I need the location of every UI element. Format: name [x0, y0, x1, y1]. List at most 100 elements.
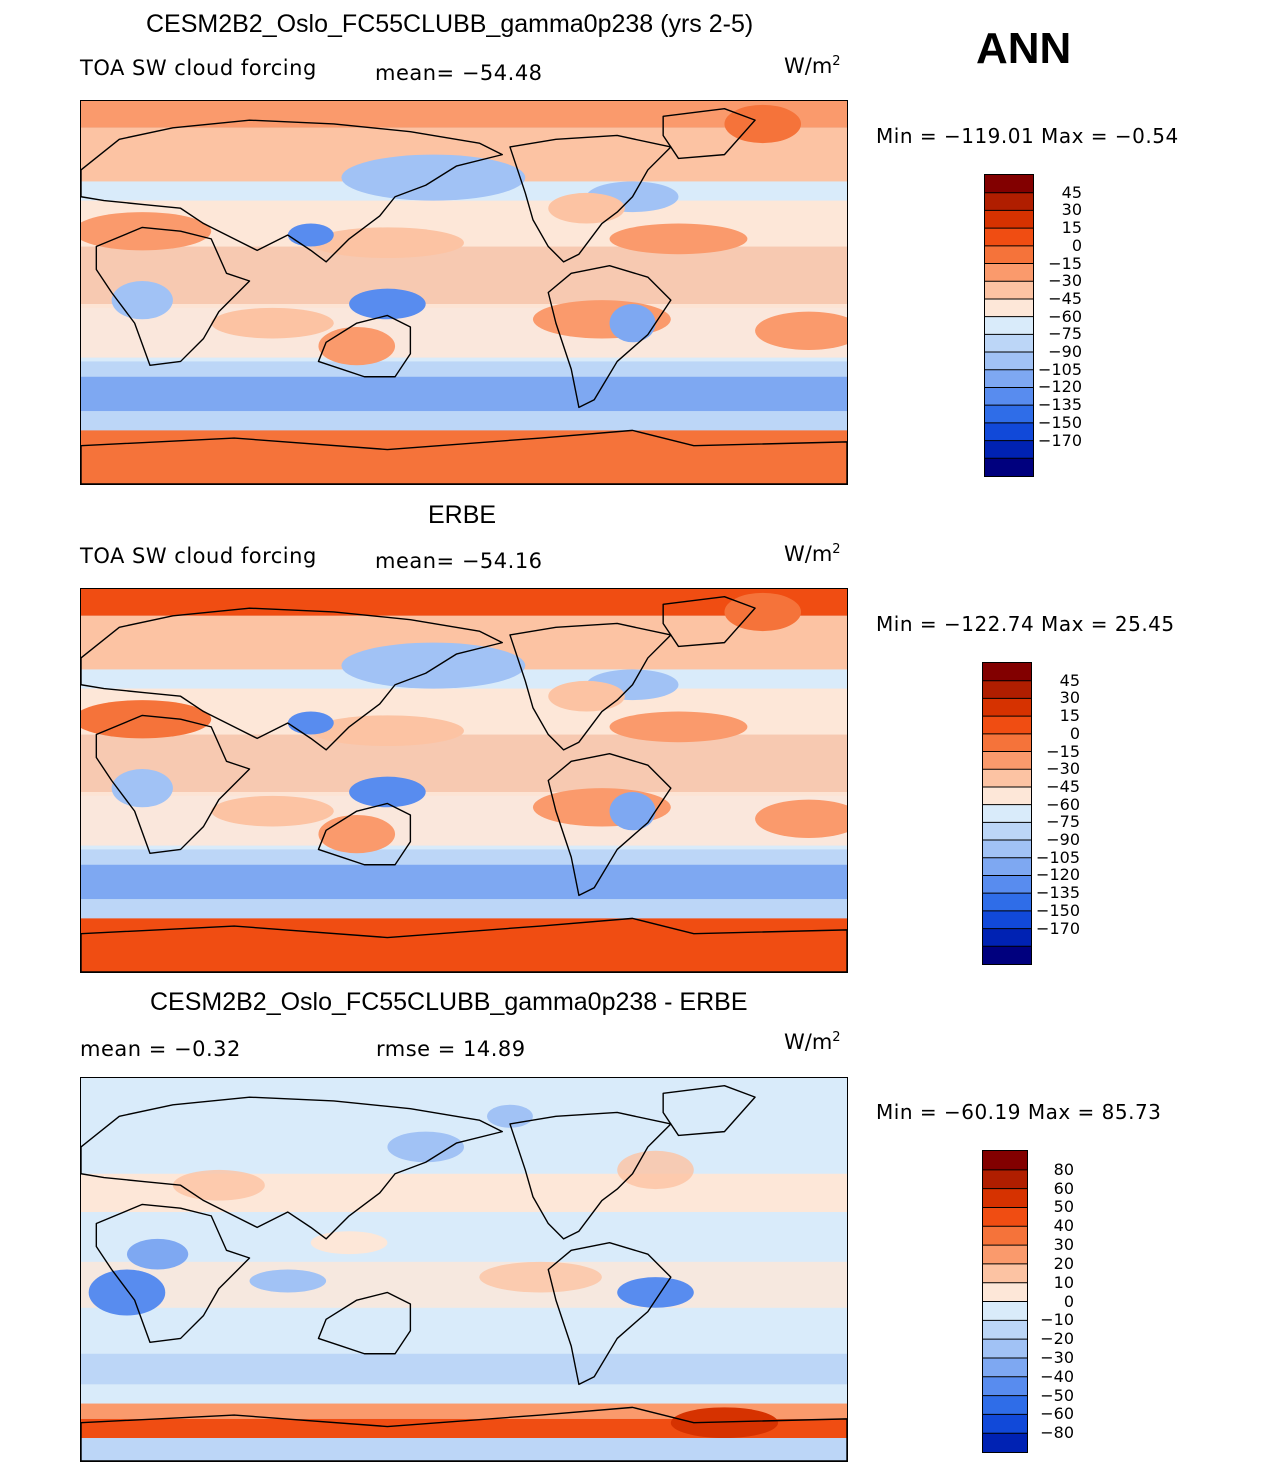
colorbar-tick-label: 30 [1061, 200, 1082, 220]
colorbar-swatch [985, 228, 1033, 247]
colorbar-tick-label: 40 [1053, 1216, 1074, 1236]
colorbar-swatch [985, 422, 1033, 442]
colorbar-swatch [983, 1245, 1027, 1265]
colorbar-swatch [983, 698, 1031, 717]
colorbar-tick-label: 10 [1053, 1272, 1074, 1292]
colorbar-tick-label: −45 [1046, 776, 1080, 796]
coastline-africa [95, 226, 251, 366]
colorbar-tick-label: −105 [1036, 847, 1080, 867]
colorbar-swatch [985, 387, 1033, 406]
colorbar-swatch [983, 910, 1031, 930]
coastline-eurasia [81, 607, 503, 751]
colorbar-tick-label: −150 [1038, 412, 1082, 432]
colorbar-swatch [983, 1433, 1027, 1453]
colorbar-tick-label: −40 [1040, 1366, 1074, 1386]
colorbar-tick-label: −120 [1036, 865, 1080, 885]
coastline-africa [95, 1203, 251, 1343]
colorbar-swatch [983, 1263, 1027, 1284]
colorbar-swatch [985, 458, 1033, 477]
colorbar-tick-label: −30 [1040, 1347, 1074, 1367]
colorbar-tick-label: −120 [1038, 377, 1082, 397]
colorbar-tick-label: −60 [1048, 306, 1082, 326]
colorbar-swatch [985, 316, 1033, 335]
colorbar-swatch [985, 334, 1033, 353]
mean-label: mean= −54.48 [375, 61, 543, 85]
colorbar-swatch [983, 1226, 1027, 1246]
coastline-australia [317, 1291, 412, 1355]
coastline-namerica [509, 622, 672, 751]
colorbar-swatch [983, 716, 1031, 735]
colorbar-swatch [985, 298, 1033, 318]
colorbar-swatch [983, 946, 1031, 965]
colorbar-swatch [983, 1414, 1027, 1434]
colorbar-swatch [985, 281, 1033, 300]
colorbar-swatch [983, 786, 1031, 806]
units-label: W/m2 [784, 54, 841, 78]
variable-label: TOA SW cloud forcing [80, 56, 317, 80]
colorbar-tick-label: −75 [1048, 324, 1082, 344]
colorbar-swatch [985, 245, 1033, 265]
colorbar-tick-label: 0 [1069, 723, 1080, 743]
rmse-label: rmse = 14.89 [376, 1037, 526, 1061]
colorbar-tick-label: 30 [1059, 688, 1080, 708]
minmax-label: Min = −60.19 Max = 85.73 [876, 1100, 1162, 1124]
colorbar-swatch [983, 893, 1031, 912]
colorbar-swatch [983, 857, 1031, 876]
colorbar-tick-label: −30 [1048, 271, 1082, 291]
coastline-samerica [547, 1241, 672, 1386]
colorbar-tick-label: 50 [1053, 1197, 1074, 1217]
colorbar-tick-label: −80 [1040, 1423, 1074, 1443]
colorbar-tick-label: 45 [1061, 182, 1082, 202]
colorbar-tick-label: −20 [1040, 1329, 1074, 1349]
colorbar-swatch [985, 263, 1033, 282]
colorbar-swatch [983, 822, 1031, 841]
panel-title: CESM2B2_Oslo_FC55CLUBB_gamma0p238 (yrs 2… [146, 10, 754, 38]
coastline-samerica [547, 264, 672, 409]
colorbar-swatch [983, 1301, 1027, 1321]
colorbar-swatch [983, 733, 1031, 753]
colorbar-swatch [985, 405, 1033, 424]
units-label: W/m2 [784, 542, 841, 566]
colorbar-tick-label: −60 [1046, 794, 1080, 814]
colorbar-tick-label: 80 [1053, 1159, 1074, 1179]
coastline-greenland [662, 595, 756, 648]
colorbar-swatch [983, 1207, 1027, 1227]
panel-title: ERBE [428, 501, 497, 529]
colorbar [984, 174, 1034, 477]
colorbar-swatch [983, 663, 1031, 682]
colorbar [982, 1150, 1028, 1453]
colorbar-swatch [983, 680, 1031, 699]
colorbar-tick-label: −135 [1038, 395, 1082, 415]
coastline-greenland [662, 1084, 756, 1137]
colorbar-tick-label: −30 [1046, 759, 1080, 779]
colorbar-swatch [985, 369, 1033, 388]
coastline-antarctica [81, 429, 847, 484]
colorbar-tick-label: 60 [1053, 1178, 1074, 1198]
coastline-australia [317, 802, 412, 866]
colorbar-swatch [983, 1151, 1027, 1171]
colorbar-swatch [985, 210, 1033, 229]
colorbar-tick-label: 45 [1059, 670, 1080, 690]
colorbar-swatch [985, 175, 1033, 194]
colorbar-swatch [983, 1320, 1027, 1340]
colorbar-tick-label: −90 [1046, 830, 1080, 850]
coastline-eurasia [81, 1096, 503, 1240]
colorbar-tick-label: 30 [1053, 1235, 1074, 1255]
colorbar-swatch [983, 1357, 1027, 1378]
minmax-label: Min = −122.74 Max = 25.45 [876, 612, 1175, 636]
variable-label: TOA SW cloud forcing [80, 544, 317, 568]
map-panel [80, 100, 848, 485]
coastline-africa [95, 714, 251, 854]
colorbar-tick-label: 15 [1061, 218, 1082, 238]
panel-title: CESM2B2_Oslo_FC55CLUBB_gamma0p238 - ERBE [150, 988, 748, 1016]
colorbar-swatch [983, 769, 1031, 788]
coastline-namerica [509, 1111, 672, 1240]
colorbar-tick-label: −75 [1046, 812, 1080, 832]
colorbar-swatch [983, 751, 1031, 770]
colorbar-tick-label: −135 [1036, 883, 1080, 903]
colorbar-tick-label: −170 [1038, 430, 1082, 450]
colorbar-tick-label: −150 [1036, 900, 1080, 920]
colorbar-tick-label: −90 [1048, 342, 1082, 362]
coastline-greenland [662, 107, 756, 160]
coastline-antarctica [81, 917, 847, 972]
